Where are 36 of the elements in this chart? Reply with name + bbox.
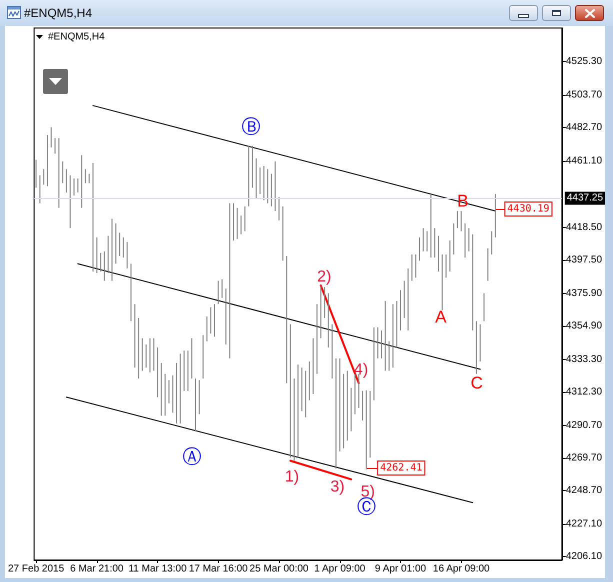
x-tick-label: 1 Apr 09:00: [314, 564, 366, 574]
y-tick-label: 4269.70: [566, 452, 602, 464]
annotation: Ⓐ: [182, 446, 202, 468]
y-tick-label: 4397.50: [566, 254, 602, 266]
y-tick-label: 4312.30: [566, 386, 602, 398]
y-tick-label: 4375.90: [566, 288, 602, 299]
y-tick-label: 4206.10: [566, 551, 602, 562]
annotation: Ⓑ: [241, 116, 260, 138]
x-tick-label: 25 Mar 00:00: [250, 564, 309, 574]
annotation: 4430.19: [507, 204, 550, 214]
annotation: 2): [317, 268, 332, 286]
y-tick-label: 4418.50: [566, 222, 602, 233]
y-tick-label: 4333.30: [566, 354, 602, 365]
x-tick-label: 9 Apr 01:00: [374, 564, 427, 574]
x-tick-label: 16 Apr 09:00: [432, 564, 490, 574]
y-tick-label: 4503.70: [566, 90, 602, 101]
y-tick-label: 4227.10: [566, 518, 602, 530]
annotation: C: [470, 374, 483, 392]
y-tick-label: 4354.90: [566, 320, 602, 332]
annotation: 1): [284, 468, 300, 486]
ref-line-label: 4437.25: [566, 192, 604, 204]
annotation: 3): [330, 478, 345, 496]
x-tick-label: 11 Mar 13:00: [128, 564, 188, 574]
annotation: A: [435, 308, 448, 326]
y-tick-label: 4482.70: [566, 122, 602, 134]
y-tick-label: 4525.30: [566, 56, 602, 68]
annotation: 4): [354, 362, 368, 378]
y-tick-label: 4290.70: [566, 420, 602, 432]
x-tick-label: 17 Mar 16:00: [188, 564, 248, 574]
x-tick-label: 27 Feb 2015: [8, 564, 65, 574]
x-tick-label: 6 Mar 21:00: [70, 564, 124, 574]
y-tick-label: 4461.10: [566, 156, 602, 167]
annotation: 4262.41: [380, 462, 422, 474]
chart-subtitle: #ENQM5,H4: [48, 32, 106, 42]
y-tick-label: 4248.70: [566, 485, 602, 496]
chart-title: #ENQM5,H4: [24, 5, 92, 22]
